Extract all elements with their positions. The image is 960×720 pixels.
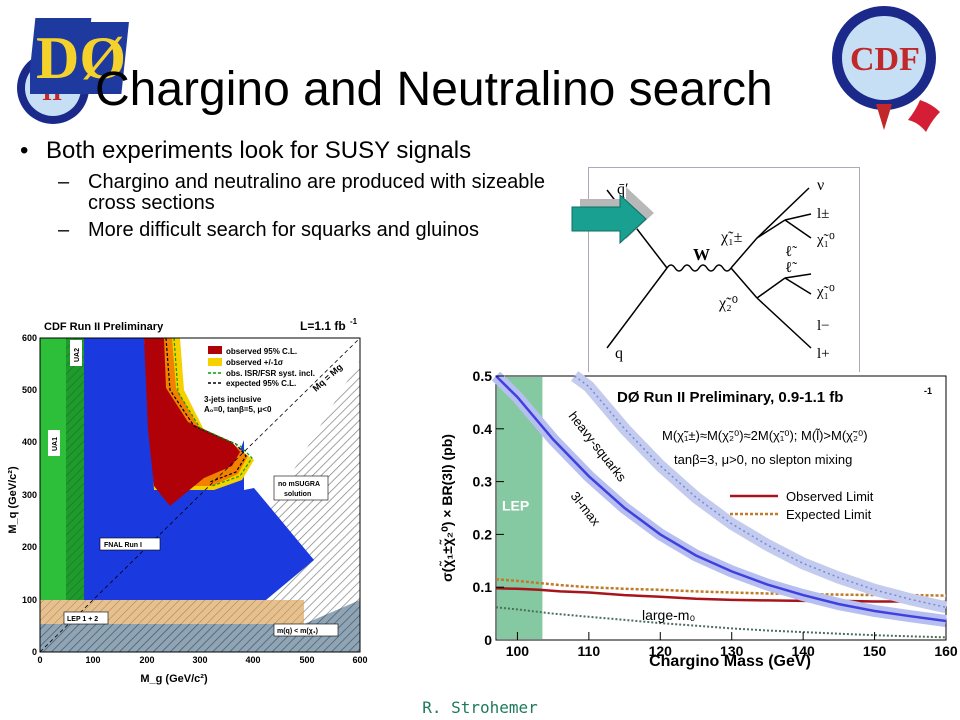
cdf-annot-nomsugra-1: no mSUGRA: [278, 481, 320, 488]
cdf-logo-right: CDF: [832, 6, 940, 132]
y-tick-label: 0.2: [473, 526, 493, 542]
slide-title: Chargino and Neutralino search: [95, 63, 773, 116]
x-tick-label: 110: [578, 643, 601, 659]
d0-condition-1: M(χ̃₁±)≈M(χ̃₂⁰)≈2M(χ̃₁⁰); M(l̃)>M(χ̃₂⁰): [662, 428, 868, 443]
y-tick-label: 0.4: [473, 421, 493, 437]
cdf-ytick: 200: [22, 542, 37, 552]
cdf-annot-mq: m(q) < m(χ₁): [277, 628, 318, 635]
feyn-label-neutralino2: χ̃₂⁰: [718, 295, 738, 312]
cdf-annot-fnal: FNAL Run I: [104, 542, 142, 549]
series-line-3l-max: [495, 375, 947, 623]
cdf-legend-1: observed +/-1σ: [226, 358, 284, 367]
label-large-m0: large-m₀: [642, 607, 695, 623]
feyn-label-slepton1: ℓ̃: [785, 244, 797, 260]
x-tick-label: 120: [649, 643, 673, 659]
lep-label: LEP: [502, 498, 529, 514]
cdf-ytick: 300: [22, 490, 37, 500]
x-tick-label: 100: [506, 643, 530, 659]
feyn-label-lpm: l±: [817, 206, 829, 222]
arrow-icon: [571, 187, 654, 245]
cdf-xtick: 400: [245, 655, 260, 665]
cdf-ylabel: M_q (GeV/c²): [7, 466, 19, 534]
cdf-xtick: 500: [299, 655, 314, 665]
feyn-label-slepton2: ℓ̃: [785, 260, 797, 276]
x-tick-label: 130: [720, 643, 744, 659]
cdf-annot-ua1: UA1: [52, 437, 59, 451]
series-line-large-m0: [495, 606, 947, 639]
d0-logo-text: DØ: [36, 25, 126, 91]
cdf-legend-0: observed 95% C.L.: [226, 347, 297, 356]
bullet-dash: –: [58, 171, 70, 193]
cdf-xtick: 300: [192, 655, 207, 665]
d0-limit-chart: LEP 100 110 120 130 140 150 160 0 0.1 0.2 0.3 0.4 0.…: [412, 368, 960, 688]
cdf-annot-params: A₀=0, tanβ=5, μ<0: [204, 405, 272, 414]
cdf-xtick: 0: [37, 655, 42, 665]
y-tick-label: 0.5: [473, 368, 493, 384]
legend-observed-label: Observed Limit: [786, 489, 874, 504]
feyn-label-neutralino1b: χ̃₁⁰: [816, 284, 835, 300]
bullet-dot: •: [20, 138, 29, 164]
cdf-legend-3: expected 95% C.L.: [226, 379, 296, 388]
d0-ylabel: σ(χ̃₁±χ̃₂⁰) × BR(3l) (pb): [438, 434, 455, 582]
cdf-xtick: 200: [139, 655, 154, 665]
cdf-xtick: 100: [85, 655, 100, 665]
d0-chart-title: DØ Run II Preliminary, 0.9-1.1 fb: [617, 389, 843, 406]
cdf-logo-text: CDF: [850, 41, 920, 78]
bullet-sub-2: – More difficult search for squarks and …: [58, 220, 560, 241]
bullet-main-text: Both experiments look for SUSY signals: [46, 138, 472, 164]
bullet-list: • Both experiments look for SUSY signals…: [20, 138, 560, 298]
cdf-ytick: 100: [22, 595, 37, 605]
bullet-sub-1-text: Chargino and neutralino are produced wit…: [88, 171, 545, 214]
cdf-annot-jets: 3-jets inclusive: [204, 395, 262, 404]
d0-condition-2: tanβ=3, μ>0, no slepton mixing: [674, 452, 852, 467]
feyn-label-lplus: l+: [817, 346, 830, 362]
bullet-dash: –: [58, 219, 70, 241]
cdf-legend-2: obs. ISR/FSR syst. incl.: [226, 369, 315, 378]
cdf-plot-lumi: L=1.1 fb: [300, 319, 346, 333]
d0-legend: Observed Limit Expected Limit: [730, 489, 874, 522]
cdf-ytick: 0: [32, 647, 37, 657]
feyn-label-nu: ν: [817, 177, 824, 194]
cdf-ytick: 500: [22, 385, 37, 395]
cdf-exclusion-plot: CDF Run II Preliminary L=1.1 fb -1 obser…: [4, 300, 376, 690]
cdf-xlabel: M_g (GeV/c²): [140, 673, 208, 685]
y-tick-label: 0.1: [473, 579, 493, 595]
series-line-heavy-squarks: [574, 375, 947, 609]
feyn-label-w: W: [693, 245, 710, 264]
footer-author: R. Strohemer: [422, 698, 538, 717]
feyn-label-q: q: [615, 345, 623, 362]
legend-expected-label: Expected Limit: [786, 507, 872, 522]
cdf-annot-nomsugra-2: solution: [284, 491, 311, 498]
feyn-label-chargino: χ̃₁±: [720, 229, 743, 246]
y-tick-label: 0: [484, 632, 492, 648]
x-tick-label: 150: [863, 643, 887, 659]
feyn-label-qbar: q̄′: [617, 181, 629, 198]
cdf-plot-lumi-sup: -1: [350, 317, 358, 326]
bullet-sub-1: – Chargino and neutralino are produced w…: [58, 172, 560, 214]
feyn-label-lminus: l−: [817, 318, 830, 334]
cdf-xtick: 600: [352, 655, 367, 665]
cdf-ytick: 600: [22, 333, 37, 343]
bullet-main: • Both experiments look for SUSY signals: [20, 138, 560, 164]
cdf-annot-ua2: UA2: [74, 348, 81, 362]
cdf-plot-header: CDF Run II Preliminary: [44, 321, 164, 333]
cdf-legend: observed 95% C.L. observed +/-1σ obs. IS…: [208, 346, 315, 388]
d0-chart-title-sup: -1: [924, 386, 932, 396]
bullet-sub-2-text: More difficult search for squarks and gl…: [88, 219, 479, 241]
series-line-expected-limit: [495, 578, 947, 597]
series-line-observed-limit: [495, 587, 947, 604]
d0-xlabel: Chargino Mass (GeV): [649, 653, 811, 670]
feyn-label-neutralino1a: χ̃₁⁰: [816, 232, 835, 248]
y-tick-label: 0.3: [473, 474, 493, 490]
cdf-annot-lep: LEP 1 + 2: [67, 616, 98, 623]
x-tick-label: 140: [791, 643, 815, 659]
cdf-ytick: 400: [22, 437, 37, 447]
d0-logo: DØ: [30, 18, 129, 94]
x-tick-label: 160: [934, 643, 958, 659]
